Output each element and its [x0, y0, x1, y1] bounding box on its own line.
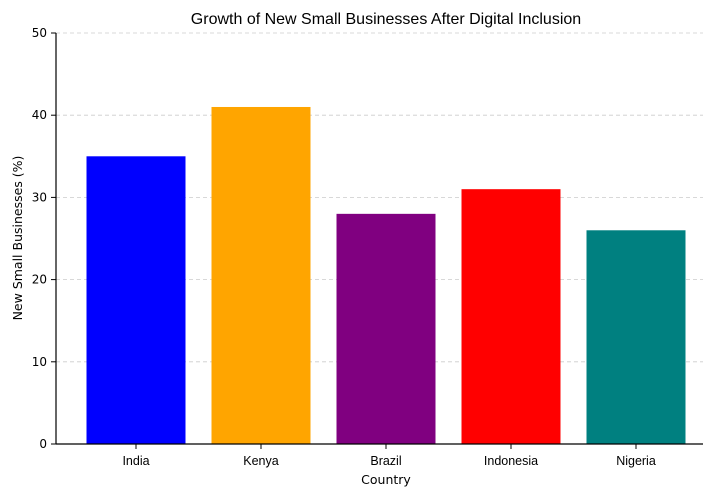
- bar-brazil: [336, 213, 436, 444]
- bar-india: [86, 156, 186, 445]
- y-tick-label: 50: [32, 26, 47, 40]
- x-axis-label: Country: [361, 472, 411, 487]
- y-tick-label: 40: [32, 108, 47, 122]
- axes: [55, 33, 703, 445]
- bar-nigeria: [586, 230, 686, 444]
- y-tick-label: 20: [32, 273, 47, 287]
- bars: [86, 106, 686, 445]
- x-tick-label: Nigeria: [616, 454, 656, 468]
- x-ticks: India Kenya Brazil Indonesia Nigeria: [122, 444, 656, 468]
- x-tick-label: Kenya: [243, 454, 278, 468]
- y-tick-label: 30: [32, 190, 47, 204]
- y-ticks: 0 10 20 30 40 50: [32, 26, 56, 451]
- x-tick-label: Indonesia: [484, 454, 538, 468]
- y-axis-label: New Small Businesses (%): [10, 156, 25, 321]
- bar-indonesia: [461, 189, 561, 444]
- bar-kenya: [211, 106, 311, 444]
- x-tick-label: Brazil: [370, 454, 401, 468]
- chart-title: Growth of New Small Businesses After Dig…: [191, 11, 581, 28]
- y-tick-label: 10: [32, 355, 47, 369]
- y-tick-label: 0: [39, 437, 47, 451]
- x-tick-label: India: [122, 454, 149, 468]
